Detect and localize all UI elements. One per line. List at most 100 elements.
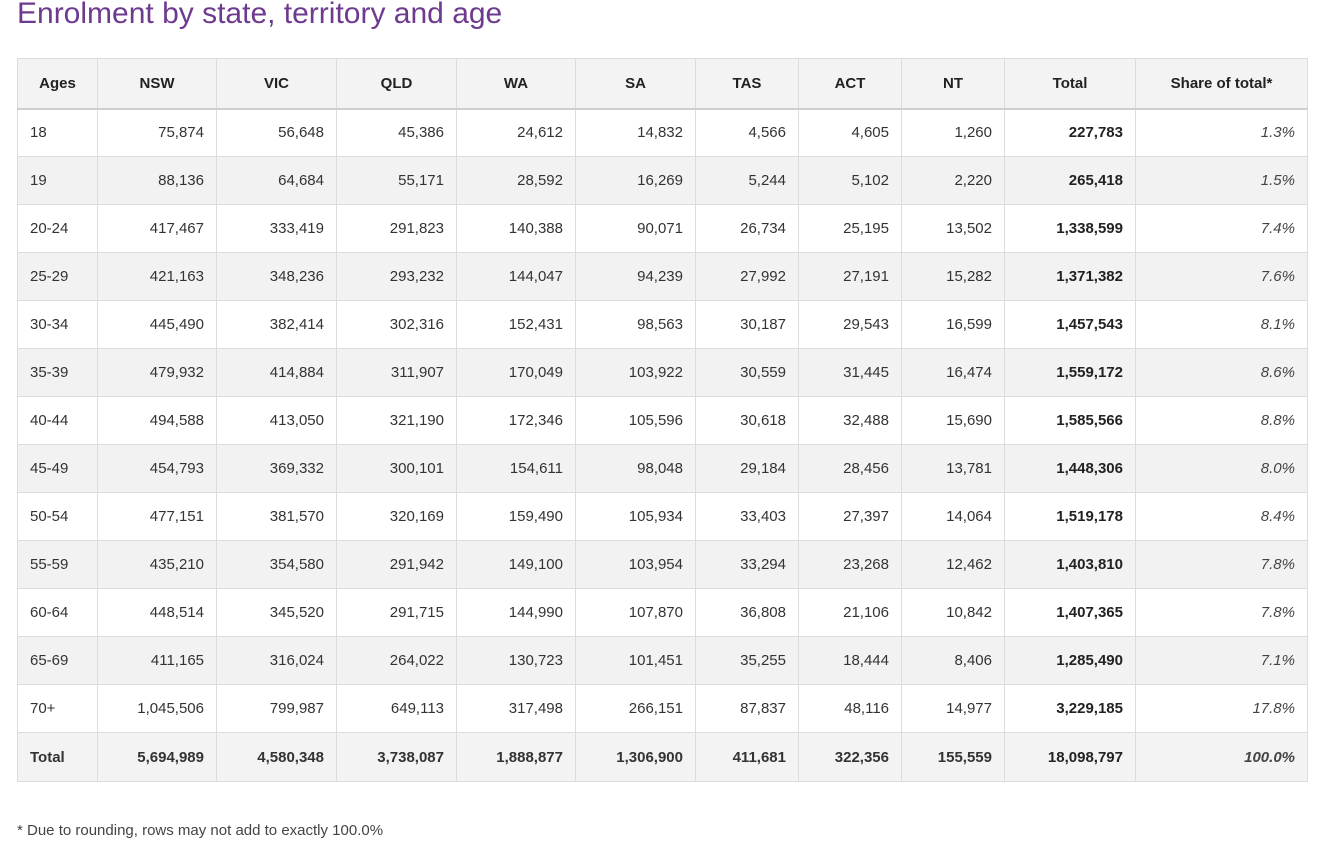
count-cell: 32,488 [798, 396, 902, 445]
share-cell: 1.3% [1135, 108, 1308, 157]
age-group-cell: 25-29 [17, 252, 98, 301]
count-cell: 302,316 [336, 300, 457, 349]
age-group-cell: 20-24 [17, 204, 98, 253]
count-cell: 98,563 [575, 300, 696, 349]
count-cell: 88,136 [97, 156, 217, 205]
count-cell: 369,332 [216, 444, 337, 493]
count-cell: 333,419 [216, 204, 337, 253]
totals-cell: 411,681 [695, 732, 799, 782]
row-total-cell: 1,585,566 [1004, 396, 1136, 445]
count-cell: 1,260 [901, 108, 1005, 157]
age-group-cell: 65-69 [17, 636, 98, 685]
count-cell: 5,244 [695, 156, 799, 205]
count-cell: 354,580 [216, 540, 337, 589]
count-cell: 172,346 [456, 396, 576, 445]
count-cell: 45,386 [336, 108, 457, 157]
totals-cell: 155,559 [901, 732, 1005, 782]
share-cell: 1.5% [1135, 156, 1308, 205]
totals-cell: 1,888,877 [456, 732, 576, 782]
count-cell: 5,102 [798, 156, 902, 205]
column-header-nt: NT [901, 58, 1005, 110]
count-cell: 316,024 [216, 636, 337, 685]
row-total-cell: 3,229,185 [1004, 684, 1136, 733]
count-cell: 33,294 [695, 540, 799, 589]
totals-cell: 18,098,797 [1004, 732, 1136, 782]
count-cell: 494,588 [97, 396, 217, 445]
count-cell: 16,599 [901, 300, 1005, 349]
table-footer: Total 5,694,989 4,580,348 3,738,087 1,888,87… [17, 732, 1308, 782]
totals-cell: 322,356 [798, 732, 902, 782]
enrolment-table-container: Ages NSW VIC QLD WA SA TAS ACT NT Total Share of t… [17, 58, 1308, 782]
count-cell: 159,490 [456, 492, 576, 541]
count-cell: 24,612 [456, 108, 576, 157]
row-total-cell: 1,371,382 [1004, 252, 1136, 301]
count-cell: 18,444 [798, 636, 902, 685]
count-cell: 15,690 [901, 396, 1005, 445]
totals-label: Total [17, 732, 98, 782]
column-header-vic: VIC [216, 58, 337, 110]
count-cell: 48,116 [798, 684, 902, 733]
table-row: 50-54 477,151 381,570 320,169 159,490 105,934… [17, 492, 1308, 541]
count-cell: 348,236 [216, 252, 337, 301]
share-cell: 7.6% [1135, 252, 1308, 301]
count-cell: 154,611 [456, 444, 576, 493]
table-row: 45-49 454,793 369,332 300,101 154,611 98,048 2… [17, 444, 1308, 493]
count-cell: 64,684 [216, 156, 337, 205]
table-row: 25-29 421,163 348,236 293,232 144,047 94,239 2… [17, 252, 1308, 301]
age-group-cell: 19 [17, 156, 98, 205]
age-group-cell: 40-44 [17, 396, 98, 445]
row-total-cell: 1,285,490 [1004, 636, 1136, 685]
count-cell: 107,870 [575, 588, 696, 637]
count-cell: 345,520 [216, 588, 337, 637]
count-cell: 30,618 [695, 396, 799, 445]
count-cell: 23,268 [798, 540, 902, 589]
count-cell: 87,837 [695, 684, 799, 733]
table-row: 20-24 417,467 333,419 291,823 140,388 90,071 2… [17, 204, 1308, 253]
share-cell: 8.8% [1135, 396, 1308, 445]
count-cell: 103,922 [575, 348, 696, 397]
count-cell: 27,992 [695, 252, 799, 301]
table-row: 65-69 411,165 316,024 264,022 130,723 101,451… [17, 636, 1308, 685]
count-cell: 300,101 [336, 444, 457, 493]
count-cell: 649,113 [336, 684, 457, 733]
count-cell: 421,163 [97, 252, 217, 301]
table-body: 18 75,874 56,648 45,386 24,612 14,832 4,566 4,6… [17, 108, 1308, 733]
table-row: 40-44 494,588 413,050 321,190 172,346 105,596… [17, 396, 1308, 445]
count-cell: 14,832 [575, 108, 696, 157]
count-cell: 479,932 [97, 348, 217, 397]
count-cell: 30,559 [695, 348, 799, 397]
count-cell: 1,045,506 [97, 684, 217, 733]
count-cell: 311,907 [336, 348, 457, 397]
count-cell: 264,022 [336, 636, 457, 685]
count-cell: 36,808 [695, 588, 799, 637]
column-header-total: Total [1004, 58, 1136, 110]
row-total-cell: 1,403,810 [1004, 540, 1136, 589]
table-row: 35-39 479,932 414,884 311,907 170,049 103,922… [17, 348, 1308, 397]
count-cell: 445,490 [97, 300, 217, 349]
count-cell: 105,934 [575, 492, 696, 541]
count-cell: 4,566 [695, 108, 799, 157]
age-group-cell: 35-39 [17, 348, 98, 397]
count-cell: 799,987 [216, 684, 337, 733]
share-cell: 8.6% [1135, 348, 1308, 397]
count-cell: 16,474 [901, 348, 1005, 397]
row-total-cell: 227,783 [1004, 108, 1136, 157]
count-cell: 414,884 [216, 348, 337, 397]
column-header-qld: QLD [336, 58, 457, 110]
count-cell: 55,171 [336, 156, 457, 205]
column-header-act: ACT [798, 58, 902, 110]
age-group-cell: 30-34 [17, 300, 98, 349]
count-cell: 144,047 [456, 252, 576, 301]
count-cell: 130,723 [456, 636, 576, 685]
count-cell: 27,397 [798, 492, 902, 541]
totals-row: Total 5,694,989 4,580,348 3,738,087 1,888,87… [17, 732, 1308, 782]
row-total-cell: 1,338,599 [1004, 204, 1136, 253]
totals-cell: 5,694,989 [97, 732, 217, 782]
count-cell: 140,388 [456, 204, 576, 253]
share-cell: 7.8% [1135, 540, 1308, 589]
enrolment-table: Ages NSW VIC QLD WA SA TAS ACT NT Total Share of t… [17, 58, 1308, 782]
column-header-nsw: NSW [97, 58, 217, 110]
column-header-sa: SA [575, 58, 696, 110]
column-header-wa: WA [456, 58, 576, 110]
count-cell: 75,874 [97, 108, 217, 157]
